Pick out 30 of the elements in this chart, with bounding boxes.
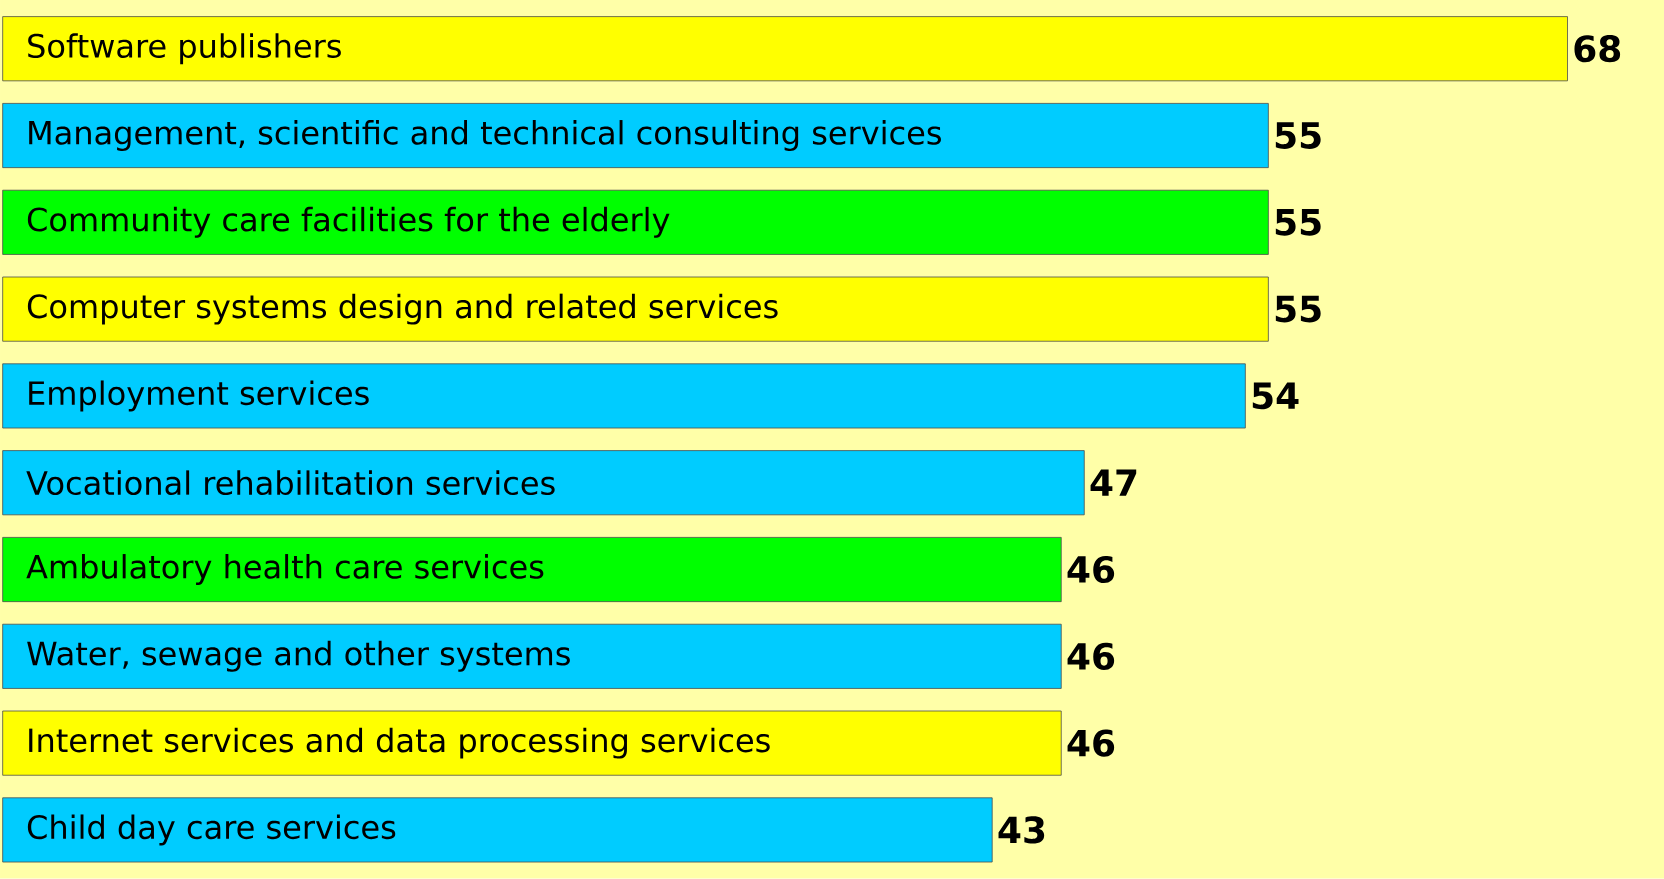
data-label: 46 [1067, 642, 1115, 671]
bar [2, 710, 1062, 776]
y-tick-label: Computer systems design and related services [27, 293, 778, 325]
bar [2, 103, 1269, 169]
data-label: 55 [1275, 122, 1321, 150]
bar [2, 363, 1246, 429]
y-tick-label: Child day care services [27, 814, 396, 846]
bar [2, 537, 1062, 603]
data-label: 54 [1252, 382, 1299, 410]
data-label: 68 [1574, 35, 1621, 63]
y-tick-label: Community care facilities for the elderly [27, 207, 670, 238]
y-tick-label: Employment services [29, 380, 369, 412]
bar [2, 450, 1085, 516]
data-label: 43 [998, 816, 1045, 844]
data-label: 46 [1067, 556, 1115, 584]
data-label: 55 [1275, 209, 1321, 236]
data-label: 47 [1090, 469, 1137, 497]
data-label: 46 [1067, 729, 1115, 757]
y-tick-label: Software publishers [28, 33, 341, 65]
bar [2, 189, 1269, 256]
bar [2, 16, 1568, 82]
bar [2, 623, 1062, 690]
data-label: 55 [1275, 295, 1321, 323]
bar [2, 276, 1269, 342]
y-tick-label: Management, scientific and technical consulting services [29, 120, 941, 152]
y-tick-label: Water, sewage and other systems [27, 641, 570, 672]
bar [2, 797, 993, 863]
y-tick-label: Internet services and data processing services [29, 727, 770, 759]
y-tick-label: Ambulatory health care services [26, 554, 544, 586]
y-tick-label: Vocational rehabilitation services [26, 470, 555, 496]
